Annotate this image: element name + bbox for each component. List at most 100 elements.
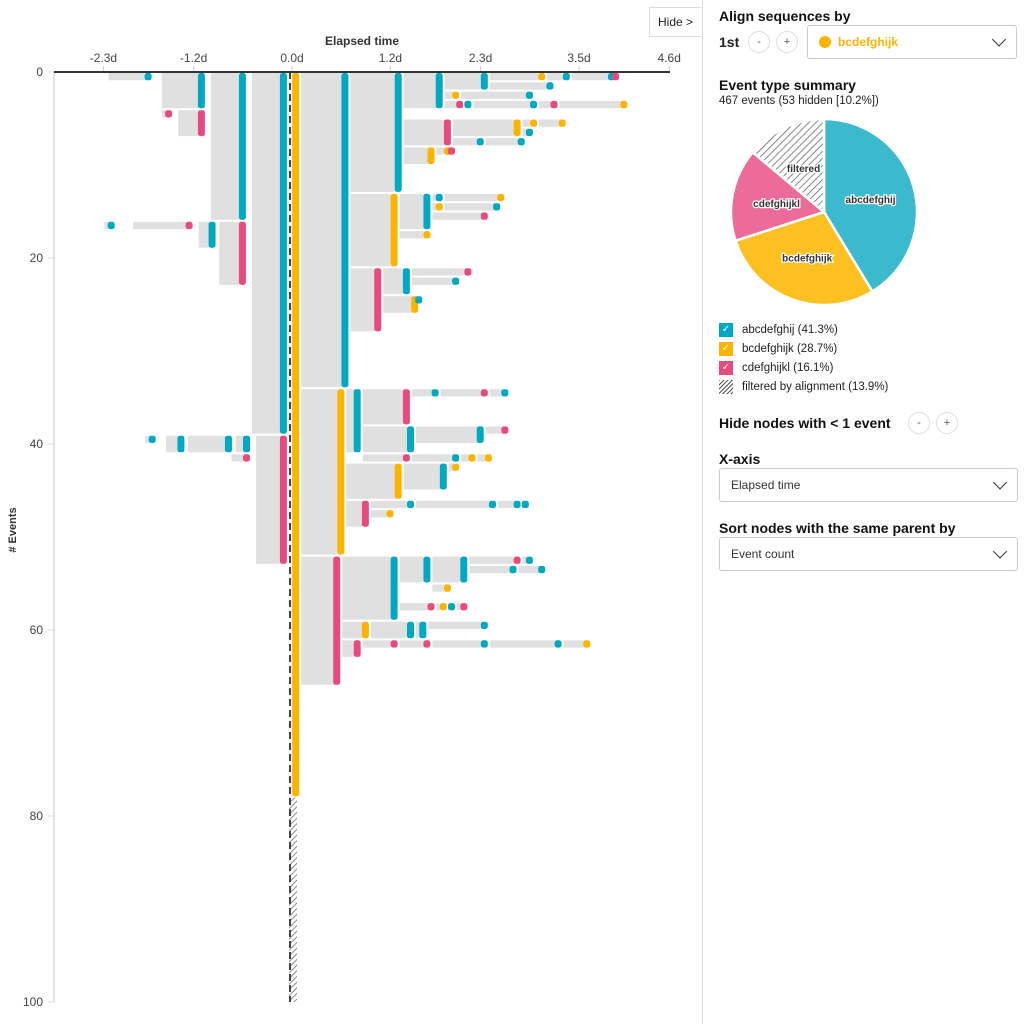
node-span	[399, 231, 424, 239]
event-node-cdefghijkl	[402, 454, 410, 462]
event-node-abcdefghij	[530, 100, 537, 109]
node-span	[301, 389, 338, 555]
node-span	[231, 454, 243, 462]
event-node-abcdefghij	[554, 640, 562, 648]
node-span	[547, 73, 563, 81]
node-span	[444, 73, 481, 90]
event-node-cdefghijkl	[550, 100, 558, 109]
node-span	[518, 565, 539, 574]
event-type-pie: abcdefghij bcdefghijk cdefghijkl filtered	[729, 117, 919, 307]
event-node-cdefghijkl	[402, 389, 410, 425]
y-tick-label: 40	[30, 437, 44, 451]
x-tick-label: 4.6d	[658, 51, 681, 65]
pie-label: filtered	[787, 164, 820, 175]
event-node-abcdefghij	[489, 500, 496, 509]
event-node-abcdefghij	[448, 603, 455, 611]
event-node-abcdefghij	[144, 73, 152, 81]
event-node-bcdefghijk	[427, 147, 435, 164]
node-span	[411, 277, 453, 285]
event-node-abcdefghij	[476, 426, 484, 443]
event-node-bcdefghijk	[558, 119, 566, 127]
event-node-abcdefghij	[452, 454, 460, 462]
node-span	[161, 73, 198, 109]
node-span	[256, 435, 280, 564]
event-node-cdefghijkl	[443, 119, 451, 146]
x-tick-label: 3.5d	[567, 51, 590, 65]
legend-label: abcdefghij (41.3%)	[742, 323, 838, 336]
node-span	[416, 426, 477, 443]
node-span	[362, 389, 403, 425]
chevron-down-icon	[992, 475, 1008, 490]
hide-threshold-increment-button[interactable]: +	[936, 412, 958, 434]
event-node-abcdefghij	[407, 621, 414, 639]
event-node-abcdefghij	[476, 138, 484, 146]
event-node-abcdefghij	[525, 556, 533, 564]
event-node-bcdefghijk	[337, 389, 345, 555]
event-node-abcdefghij	[480, 640, 488, 648]
legend-label: filtered by alignment (13.9%)	[742, 380, 889, 393]
node-span	[342, 640, 354, 657]
x-tick-label: -1.2d	[180, 51, 207, 65]
xaxis-select[interactable]: Elapsed time	[719, 468, 1018, 502]
event-node-abcdefghij	[435, 193, 443, 202]
event-node-abcdefghij	[521, 500, 529, 509]
event-node-abcdefghij	[419, 621, 427, 639]
event-node-abcdefghij	[501, 389, 509, 397]
node-span	[563, 640, 584, 648]
node-span	[428, 621, 481, 629]
node-span	[539, 100, 551, 109]
event-node-cdefghijkl	[197, 110, 205, 137]
pie-label: abcdefghij	[846, 195, 896, 206]
node-span	[473, 100, 530, 109]
node-span	[403, 463, 440, 490]
event-node-abcdefghij	[177, 435, 185, 453]
event-node-bcdefghijk	[390, 193, 398, 267]
event-node-bcdefghijk	[484, 454, 492, 462]
node-span	[346, 463, 395, 499]
event-node-abcdefghij	[423, 556, 431, 583]
event-node-bcdefghijk	[292, 73, 300, 797]
node-span	[489, 73, 539, 81]
event-node-cdefghijkl	[460, 603, 468, 611]
event-node-abcdefghij	[238, 73, 246, 220]
node-span	[444, 203, 494, 211]
node-span	[559, 100, 621, 109]
event-node-bcdefghijk	[513, 119, 521, 137]
sort-select[interactable]: Event count	[719, 537, 1018, 571]
node-span	[411, 389, 432, 397]
event-node-cdefghijkl	[374, 268, 382, 332]
event-node-cdefghijkl	[185, 221, 193, 230]
event-node-abcdefghij	[208, 221, 216, 248]
y-axis-title: # Events	[7, 507, 19, 552]
node-span	[571, 73, 608, 81]
pie-label: cdefghijkl	[753, 199, 800, 210]
event-node-cdefghijkl	[390, 640, 398, 648]
y-tick-label: 0	[36, 65, 43, 79]
hide-panel-button[interactable]: Hide >	[649, 7, 701, 37]
checkbox-bcdefghijk[interactable]: ✓	[719, 341, 733, 356]
ordinal-decrement-button[interactable]: -	[748, 31, 770, 53]
ordinal-increment-button[interactable]: +	[776, 31, 798, 53]
node-span	[370, 510, 387, 518]
checkbox-cdefghijkl[interactable]: ✓	[719, 360, 733, 375]
sort-title: Sort nodes with the same parent by	[719, 520, 956, 536]
event-node-abcdefghij	[546, 82, 554, 90]
checkbox-abcdefghij[interactable]: ✓	[719, 322, 733, 337]
event-node-cdefghijkl	[501, 426, 509, 434]
node-span	[522, 556, 526, 564]
node-span	[452, 138, 477, 146]
node-span	[457, 603, 461, 611]
event-node-abcdefghij	[224, 435, 232, 453]
node-span	[362, 454, 403, 462]
node-span	[485, 426, 502, 434]
event-node-abcdefghij	[341, 73, 349, 388]
legend-item-bcdefghijk: ✓ bcdefghijk (28.7%)	[719, 339, 888, 358]
hide-threshold-decrement-button[interactable]: -	[908, 412, 930, 434]
event-node-bcdefghijk	[538, 73, 546, 81]
event-node-abcdefghij	[525, 91, 533, 99]
align-event-select[interactable]: bcdefghijk	[807, 25, 1017, 59]
y-tick-label: 100	[23, 995, 43, 1009]
pie-slice-bcdefghijk	[733, 210, 875, 307]
node-span	[411, 268, 465, 276]
node-span	[350, 268, 375, 332]
